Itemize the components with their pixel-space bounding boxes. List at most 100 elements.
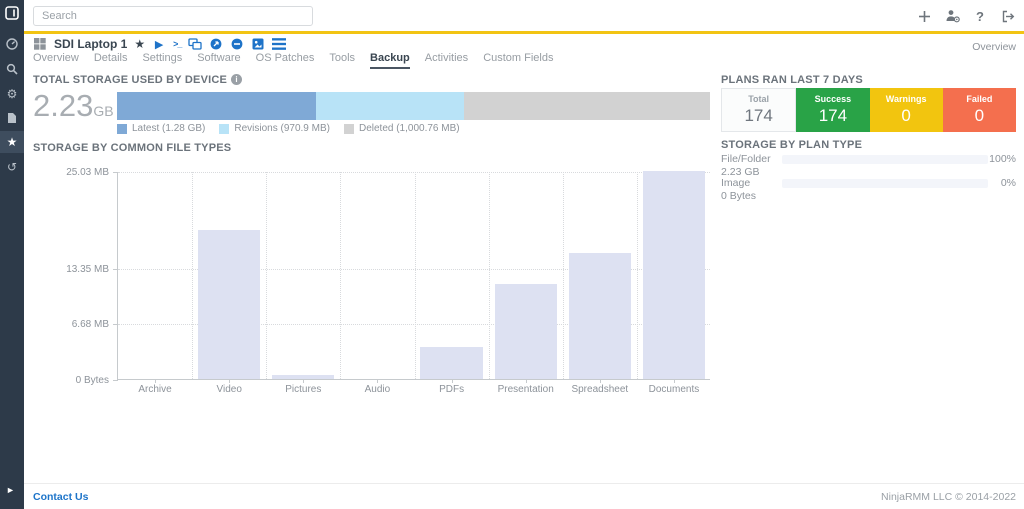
- tab-overview[interactable]: Overview: [33, 52, 79, 64]
- menu-list-icon[interactable]: [272, 38, 287, 50]
- navigate-circle-icon[interactable]: [209, 38, 223, 50]
- tab-activities[interactable]: Activities: [424, 52, 469, 64]
- chart-slot-documents: [637, 171, 711, 379]
- search-input[interactable]: [33, 6, 313, 26]
- y-tick-label: 0 Bytes: [75, 375, 109, 386]
- ninja-logo[interactable]: [5, 6, 19, 20]
- history-icon[interactable]: ↺: [6, 160, 18, 174]
- file-types-chart-title: STORAGE BY COMMON FILE TYPES: [33, 142, 232, 154]
- chart-slot-spreadsheet: [563, 172, 637, 379]
- copyright-text: NinjaRMM LLC © 2014-2022: [881, 491, 1016, 503]
- h-gridline: [118, 269, 710, 271]
- x-label-spreadsheet: Spreadsheet: [571, 384, 629, 395]
- plans-total-cell: Total 174: [721, 88, 797, 132]
- x-tick: [229, 379, 231, 383]
- bar-spreadsheet: [568, 252, 631, 379]
- v-gridline: [414, 172, 416, 379]
- y-tick-label: 13.35 MB: [66, 264, 109, 276]
- x-tick: [303, 379, 305, 383]
- tab-tools[interactable]: Tools: [329, 52, 356, 64]
- chart-slot-archive: [118, 172, 192, 379]
- x-tick: [599, 379, 601, 383]
- bar-video: [198, 230, 261, 379]
- star-icon[interactable]: ★: [0, 131, 24, 153]
- plan-type-row-image: Image 0 Bytes 0%: [721, 177, 1016, 202]
- legend-item-latest: Latest (1.28 GB): [117, 123, 205, 134]
- user-admin-icon[interactable]: [944, 8, 960, 24]
- x-label-video: Video: [216, 384, 242, 395]
- device-name: SDI Laptop 1: [54, 37, 128, 51]
- v-gridline: [562, 172, 564, 379]
- chart-slot-presentation: [489, 172, 563, 379]
- segment-deleted: [463, 92, 710, 120]
- plans-panel: Total 174 Success 174 Warnings 0 Failed 0: [721, 88, 1016, 132]
- plan-type-title: STORAGE BY PLAN TYPE: [721, 139, 863, 151]
- x-label-pictures: Pictures: [285, 384, 322, 395]
- chart-slot-video: [192, 172, 266, 379]
- bar-pictures: [272, 374, 335, 379]
- tab-os-patches[interactable]: OS Patches: [255, 52, 315, 64]
- document-icon[interactable]: [0, 107, 24, 129]
- chart-slot-pdfs: [415, 172, 489, 379]
- logout-icon[interactable]: [1000, 8, 1016, 24]
- device-tabs: Overview Details Settings Software OS Patche…: [33, 52, 553, 69]
- segment-latest: [117, 92, 316, 120]
- y-tick-label: 25.03 MB: [66, 167, 109, 178]
- x-label-presentation: Presentation: [497, 384, 554, 395]
- x-tick: [377, 379, 379, 383]
- add-icon[interactable]: [916, 8, 932, 24]
- tab-settings[interactable]: Settings: [142, 52, 183, 64]
- plans-warnings-cell: Warnings 0: [869, 88, 943, 132]
- latest-swatch: [117, 123, 127, 134]
- tab-custom-fields[interactable]: Custom Fields: [483, 52, 554, 64]
- plans-failed-cell: Failed 0: [942, 88, 1016, 132]
- play-icon[interactable]: ▶: [154, 38, 164, 51]
- x-label-archive: Archive: [138, 384, 172, 395]
- segment-revisions: [315, 92, 464, 120]
- topbar: ?: [24, 0, 1024, 31]
- remote-screens-icon[interactable]: [188, 38, 203, 50]
- rdp-icon[interactable]: [251, 38, 265, 50]
- revisions-swatch: [219, 123, 230, 134]
- y-tick-label: 6.68 MB: [71, 319, 109, 331]
- v-gridline: [340, 172, 342, 379]
- terminal-icon[interactable]: >_: [173, 39, 182, 49]
- help-icon[interactable]: ?: [976, 8, 984, 24]
- topbar-actions: ?: [916, 8, 1016, 24]
- expand-sidebar-icon[interactable]: ►: [6, 485, 15, 495]
- total-storage-value: 2.23GB: [33, 88, 114, 123]
- x-tick: [525, 379, 527, 383]
- info-icon[interactable]: i: [231, 74, 243, 85]
- overview-link[interactable]: Overview: [972, 41, 1016, 53]
- suspend-circle-icon[interactable]: [230, 38, 244, 50]
- v-gridline: [266, 172, 268, 379]
- legend-item-revisions: Revisions (970.9 MB): [219, 123, 330, 134]
- x-tick: [673, 379, 675, 383]
- plans-success-cell: Success 174: [796, 88, 870, 132]
- os-windows-icon: [34, 38, 46, 50]
- v-gridline: [488, 172, 490, 379]
- tab-software[interactable]: Software: [197, 52, 241, 64]
- y-tick: [113, 324, 118, 326]
- h-gridline: [118, 172, 710, 173]
- gear-icon[interactable]: ⚙: [6, 87, 18, 101]
- v-gridline: [636, 172, 638, 379]
- tab-details[interactable]: Details: [93, 52, 128, 64]
- sidebar: ⚙ ★ ↺ ►: [0, 0, 24, 509]
- legend-item-deleted: Deleted (1,000.76 MB): [343, 123, 460, 134]
- bar-pdfs: [420, 346, 483, 379]
- bar-presentation: [494, 284, 557, 379]
- plan-type-row-filefolder: File/Folder 2.23 GB 100%: [721, 153, 1016, 178]
- x-label-documents: Documents: [648, 384, 700, 395]
- y-tick: [113, 172, 118, 173]
- search-icon[interactable]: [0, 58, 24, 80]
- dashboard-icon[interactable]: [0, 33, 24, 55]
- tab-backup[interactable]: Backup: [370, 52, 410, 69]
- chart-slot-audio: [340, 172, 414, 379]
- favorite-star-icon[interactable]: ★: [134, 37, 146, 51]
- y-tick: [113, 380, 118, 381]
- contact-us-link[interactable]: Contact Us: [33, 491, 89, 503]
- plans-title: PLANS RAN LAST 7 DAYS: [721, 74, 863, 86]
- storage-legend: Latest (1.28 GB) Revisions (970.9 MB) De…: [117, 123, 460, 134]
